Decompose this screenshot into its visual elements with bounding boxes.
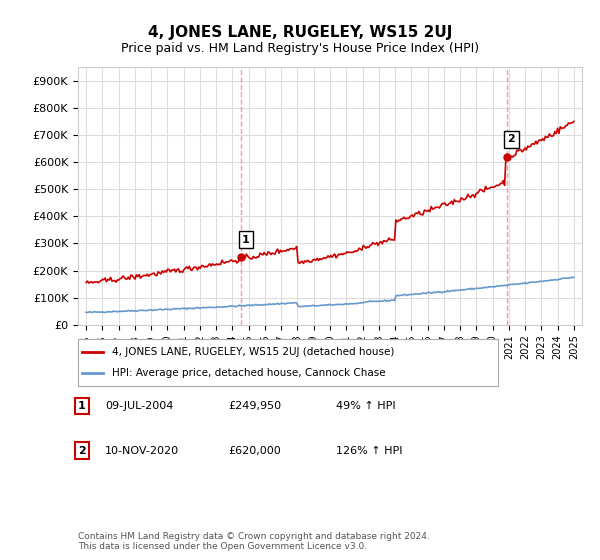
Text: HPI: Average price, detached house, Cannock Chase: HPI: Average price, detached house, Cann… bbox=[112, 368, 385, 378]
Text: Contains HM Land Registry data © Crown copyright and database right 2024.
This d: Contains HM Land Registry data © Crown c… bbox=[78, 532, 430, 552]
Text: 09-JUL-2004: 09-JUL-2004 bbox=[105, 401, 173, 411]
Text: 2: 2 bbox=[78, 446, 86, 456]
Text: 1: 1 bbox=[78, 401, 86, 411]
Text: £620,000: £620,000 bbox=[228, 446, 281, 456]
Text: Price paid vs. HM Land Registry's House Price Index (HPI): Price paid vs. HM Land Registry's House … bbox=[121, 42, 479, 55]
Text: 49% ↑ HPI: 49% ↑ HPI bbox=[336, 401, 395, 411]
Text: 2: 2 bbox=[508, 134, 515, 144]
Text: 126% ↑ HPI: 126% ↑ HPI bbox=[336, 446, 403, 456]
Text: 1: 1 bbox=[242, 235, 250, 245]
Text: 4, JONES LANE, RUGELEY, WS15 2UJ: 4, JONES LANE, RUGELEY, WS15 2UJ bbox=[148, 25, 452, 40]
Text: £249,950: £249,950 bbox=[228, 401, 281, 411]
Text: 4, JONES LANE, RUGELEY, WS15 2UJ (detached house): 4, JONES LANE, RUGELEY, WS15 2UJ (detach… bbox=[112, 347, 394, 357]
Text: 10-NOV-2020: 10-NOV-2020 bbox=[105, 446, 179, 456]
